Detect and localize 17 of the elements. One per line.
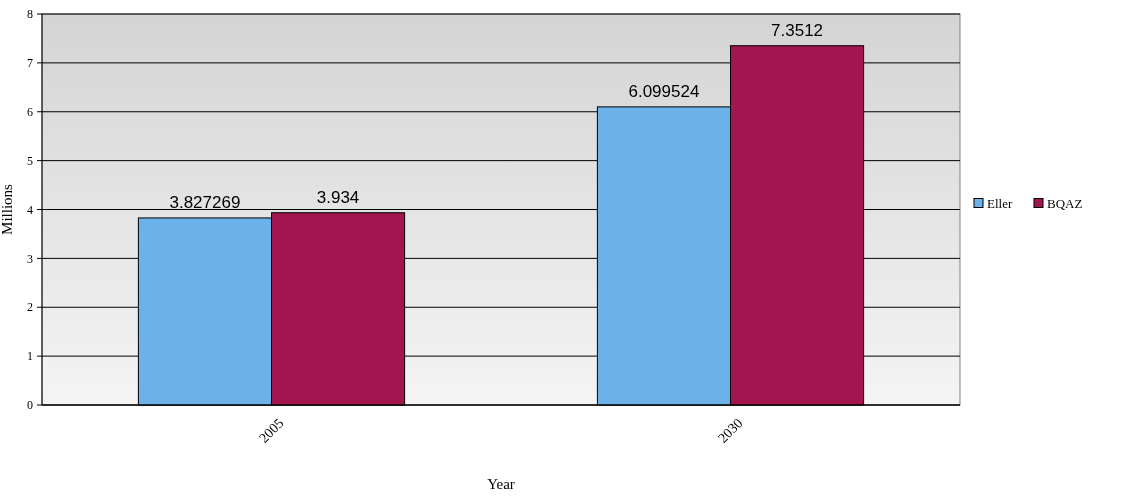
y-tick-label: 2 <box>27 300 33 315</box>
y-tick-label: 6 <box>27 104 33 119</box>
data-label: 3.934 <box>316 187 360 207</box>
y-tick-label: 8 <box>27 7 33 22</box>
legend-label: Eller <box>987 196 1013 212</box>
x-axis-title: Year <box>487 476 515 492</box>
y-axis-title: Millions <box>0 183 15 235</box>
y-tick-label: 4 <box>27 202 33 217</box>
y-tick-label: 3 <box>27 251 33 266</box>
data-label: 7.3512 <box>771 20 824 40</box>
data-label: 6.099524 <box>628 81 700 101</box>
y-tick-label: 0 <box>27 398 33 413</box>
legend-label: BQAZ <box>1047 196 1083 212</box>
y-tick-label: 5 <box>27 153 33 168</box>
data-label: 3.827269 <box>169 192 241 212</box>
y-tick-label: 7 <box>27 56 33 71</box>
y-tick-label: 1 <box>27 349 33 364</box>
